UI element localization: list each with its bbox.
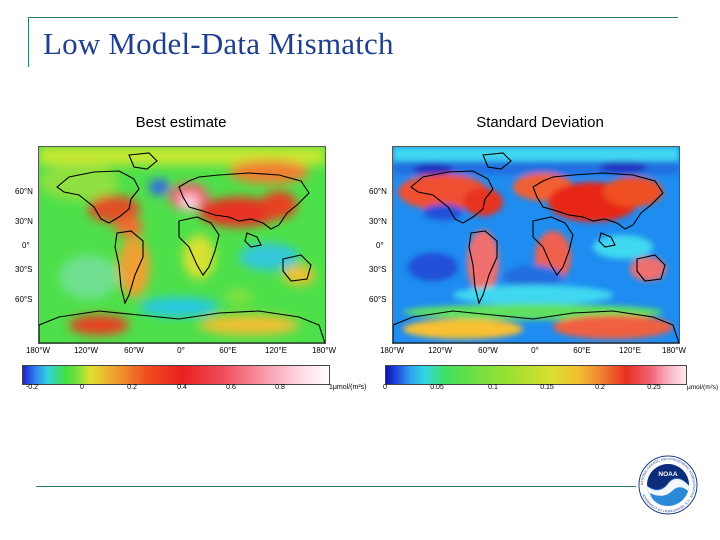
colorbar-tick: 0.8 <box>275 384 285 391</box>
noaa-logo-icon: NATIONAL OCEANIC AND ATMOSPHERIC ADMINIS… <box>638 455 698 515</box>
top-rule <box>28 17 678 18</box>
lon-label: 60°W <box>124 346 144 355</box>
lon-label: 120°W <box>427 346 453 355</box>
lon-label: 120°E <box>619 346 641 355</box>
colorbar-tick: 0.2 <box>595 384 605 391</box>
colorbar-tick: 0.25 <box>647 384 661 391</box>
lat-label: 30°N <box>369 217 387 226</box>
best-estimate-map <box>38 146 326 344</box>
lon-label: 60°W <box>478 346 498 355</box>
lat-label: 60°S <box>15 295 33 304</box>
standard-deviation-colorbar <box>385 365 687 385</box>
lon-label: 0° <box>531 346 539 355</box>
best-estimate-title: Best estimate <box>135 114 227 131</box>
colorbar-tick: 0 <box>383 384 387 391</box>
lon-label: 60°E <box>573 346 591 355</box>
lat-label: 30°S <box>369 265 387 274</box>
lon-label: 180°W <box>379 346 405 355</box>
best-estimate-colorbar <box>22 365 330 385</box>
colorbar-tick: 0.1 <box>488 384 498 391</box>
lat-label: 60°N <box>15 187 33 196</box>
lon-label: 120°E <box>265 346 287 355</box>
standard-deviation-title: Standard Deviation <box>476 114 604 131</box>
logo-text: NOAA <box>658 471 677 478</box>
colorbar-tick: 0.15 <box>540 384 554 391</box>
lon-label: 180°W <box>311 346 337 355</box>
lon-label: 60°E <box>219 346 237 355</box>
slide-title: Low Model-Data Mismatch <box>43 26 394 61</box>
colorbar-tick: 0.6 <box>226 384 236 391</box>
colorbar-tick: 0 <box>80 384 84 391</box>
lon-label: 180°W <box>661 346 687 355</box>
left-rule <box>28 17 29 67</box>
lat-label: 60°S <box>369 295 387 304</box>
lon-label: 120°W <box>73 346 99 355</box>
colorbar-tick: -0.2 <box>25 384 39 391</box>
lat-label: 60°N <box>369 187 387 196</box>
bottom-rule <box>36 486 636 487</box>
lat-label: 0° <box>22 241 30 250</box>
lon-label: 0° <box>177 346 185 355</box>
standard-deviation-map <box>392 146 680 344</box>
standard-deviation-lon-axis: 180°W 120°W 60°W 0° 60°E 120°E 180°W <box>380 346 686 360</box>
best-estimate-colorbar-unit: 1μmol/(m²s) <box>329 384 367 391</box>
colorbar-tick: 0.2 <box>127 384 137 391</box>
lat-label: 30°S <box>15 265 33 274</box>
lat-label: 0° <box>376 241 384 250</box>
best-estimate-colorbar-ticks: -0.2 0 0.2 0.4 0.6 0.8 <box>22 384 328 396</box>
colorbar-tick: 0.4 <box>177 384 187 391</box>
best-estimate-lon-axis: 180°W 120°W 60°W 0° 60°E 120°E 180°W <box>26 346 336 360</box>
colorbar-tick: 0.05 <box>430 384 444 391</box>
lat-label: 30°N <box>15 217 33 226</box>
standard-deviation-colorbar-unit: μmol/(m²s) <box>687 384 719 391</box>
standard-deviation-colorbar-ticks: 0 0.05 0.1 0.15 0.2 0.25 <box>383 384 685 396</box>
lon-label: 180°W <box>25 346 51 355</box>
